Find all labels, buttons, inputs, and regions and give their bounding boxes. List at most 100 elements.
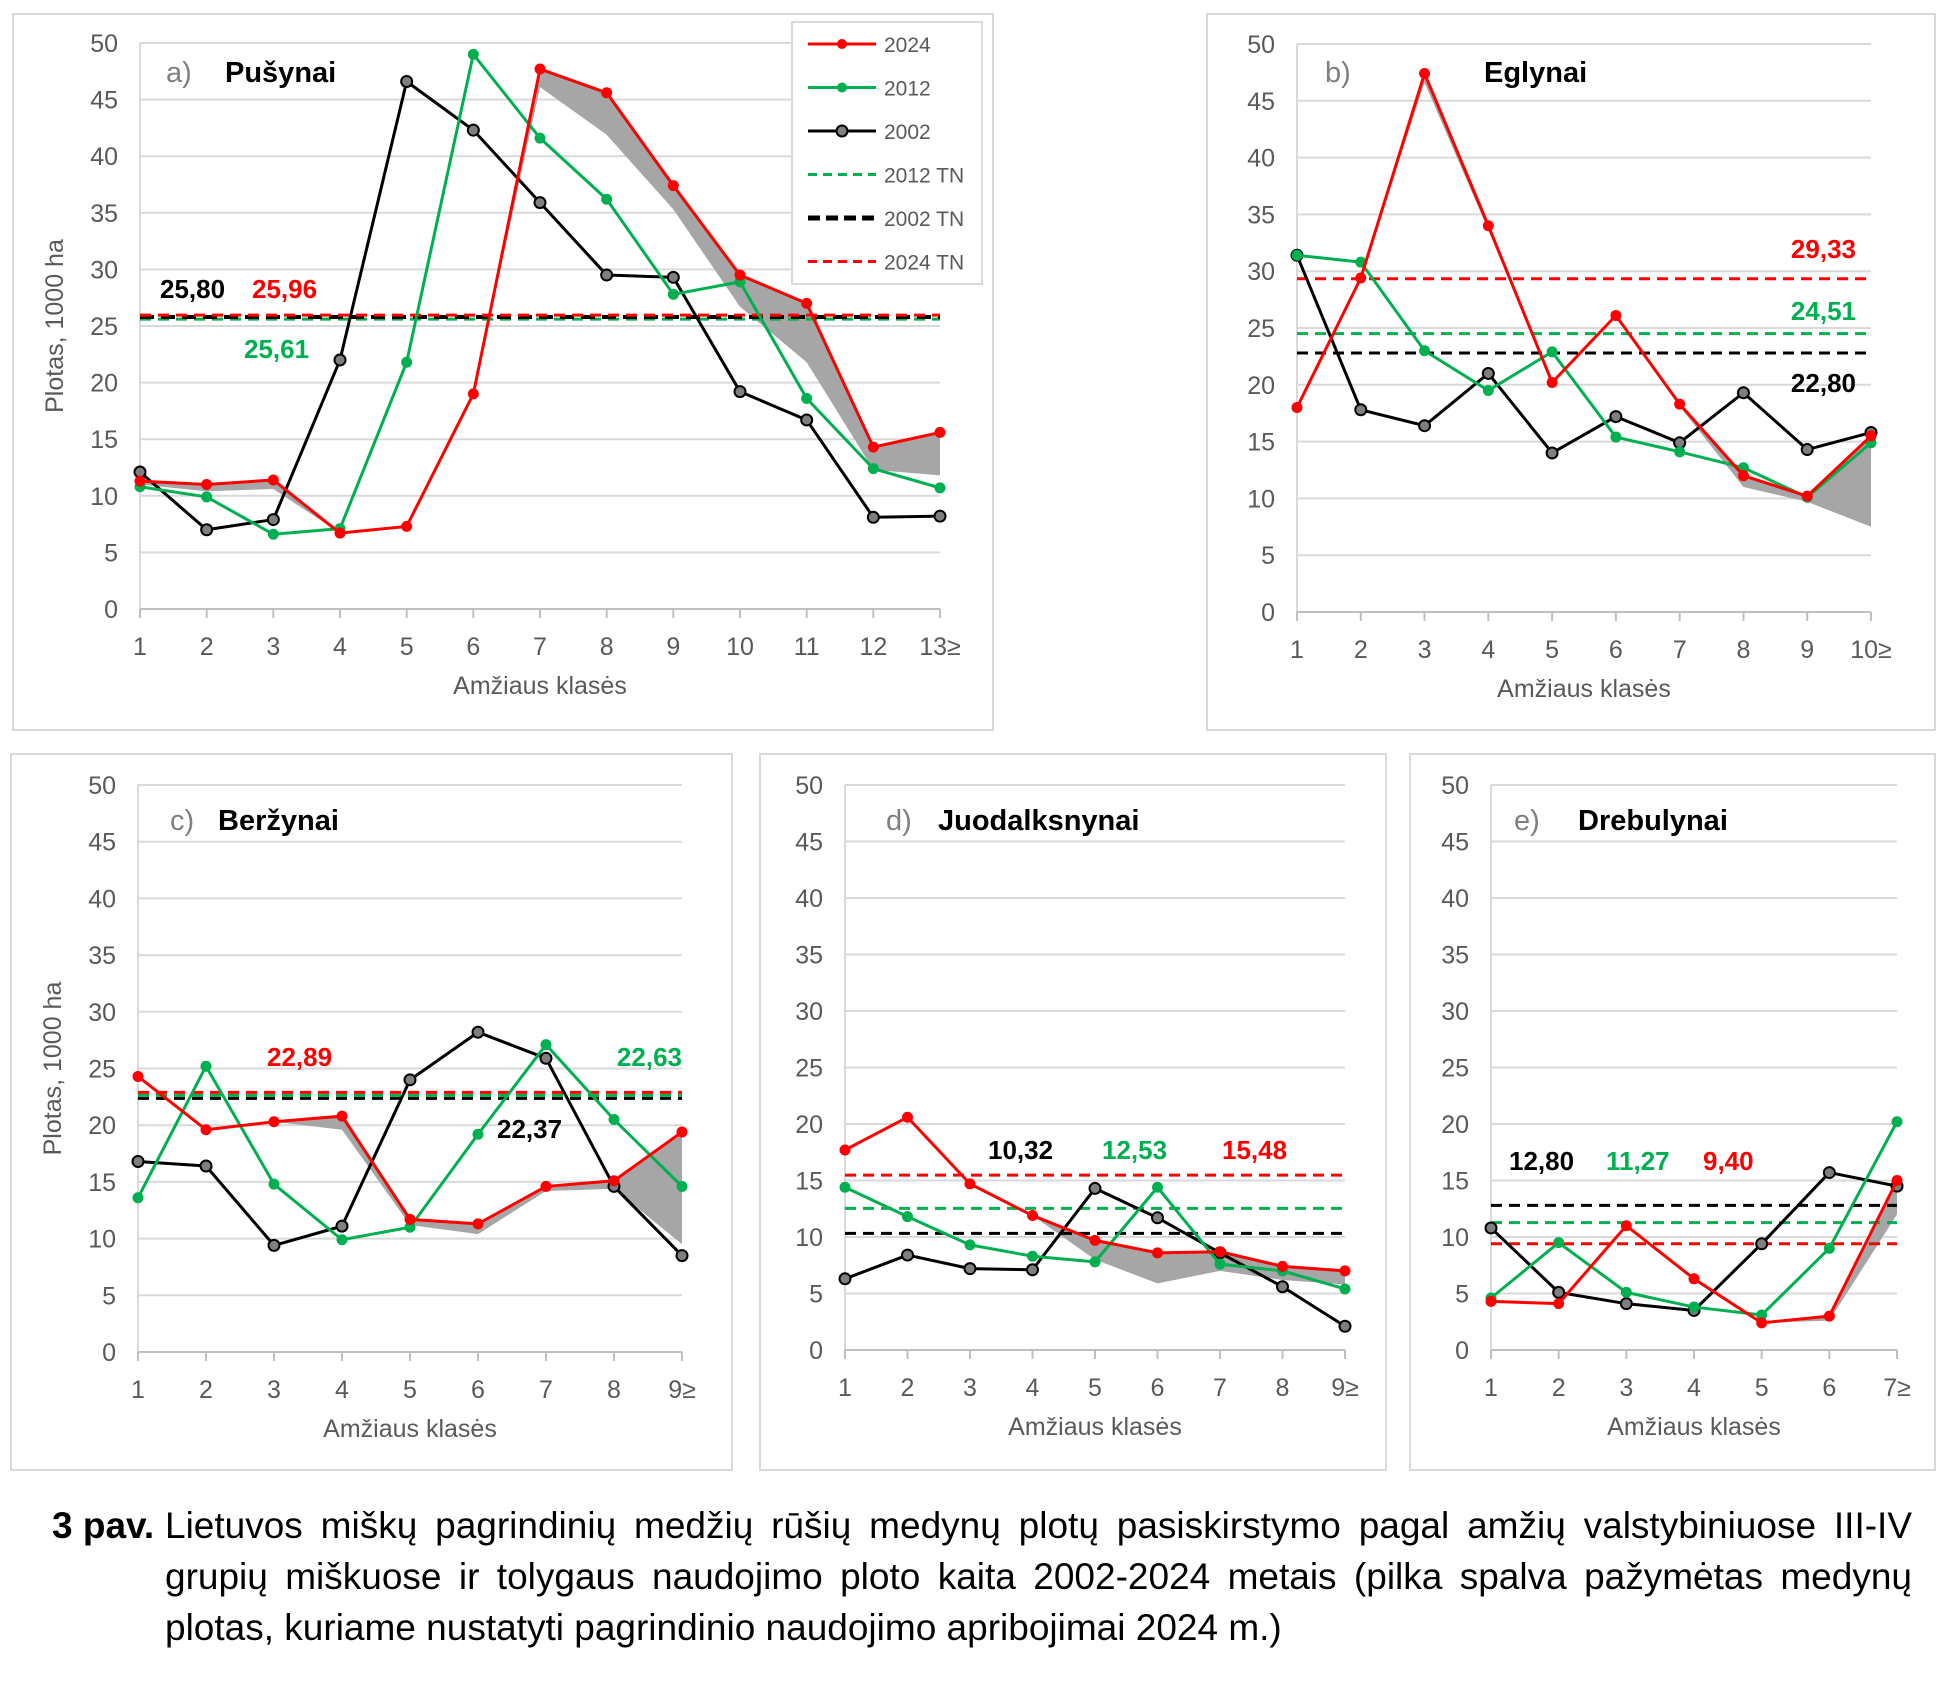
data-point-2024 (1419, 68, 1431, 80)
data-point-2002 (1418, 419, 1432, 433)
legend-box (791, 21, 983, 285)
y-tick-label: 45 (90, 87, 118, 115)
y-tick-label: 50 (795, 772, 823, 800)
x-tick-label: 1 (1290, 636, 1304, 664)
data-point-2012 (902, 1211, 913, 1223)
y-tick-label: 15 (88, 1169, 116, 1197)
tn-value-label: 25,61 (244, 334, 309, 364)
data-point-2002 (1338, 1319, 1352, 1333)
figure-caption: 3 pav. Lietuvos miškų pagrindinių medžių… (52, 1500, 1912, 1653)
x-tick-label: 8 (607, 1376, 621, 1404)
tn-value-label: 22,89 (267, 1042, 332, 1072)
x-tick-label: 4 (1481, 636, 1495, 664)
data-point-2002 (333, 353, 347, 367)
tn-value-label: 22,63 (617, 1042, 682, 1072)
data-point-2002 (1088, 1181, 1102, 1195)
y-tick-label: 30 (90, 256, 118, 284)
data-point-2012 (534, 132, 546, 144)
tn-value-label: 15,48 (1222, 1135, 1287, 1165)
tn-value-label: 22,80 (1791, 368, 1856, 398)
data-point-2002 (1552, 1285, 1566, 1299)
restricted-area (140, 69, 940, 534)
legend-swatch-marker (835, 124, 849, 138)
x-tick-label: 3 (266, 633, 280, 661)
data-point-2012 (1891, 1116, 1903, 1128)
y-axis-title: Plotas, 1000 ha (39, 982, 67, 1156)
data-point-2024 (1610, 310, 1622, 322)
legend-swatch-marker (837, 82, 847, 93)
x-tick-label: 6 (1151, 1374, 1165, 1402)
panel-letter: b) (1325, 57, 1351, 89)
data-point-2012 (1089, 1256, 1101, 1268)
data-point-2024 (201, 478, 213, 490)
y-tick-label: 20 (88, 1112, 116, 1140)
data-point-2002 (733, 385, 747, 399)
data-point-2024 (608, 1175, 620, 1187)
panel-letter: c) (170, 805, 194, 837)
y-tick-label: 35 (795, 942, 823, 970)
panel-title: Pušynai (225, 57, 336, 89)
x-tick-label: 3 (1619, 1374, 1633, 1402)
y-tick-label: 20 (1247, 372, 1275, 400)
data-point-2024 (336, 1110, 348, 1122)
y-tick-label: 25 (1441, 1055, 1469, 1083)
data-point-2012 (1688, 1301, 1700, 1313)
x-axis-title: Amžiaus klasės (453, 672, 627, 700)
y-tick-label: 5 (809, 1281, 823, 1309)
data-point-2002 (1481, 366, 1495, 380)
y-tick-label: 10 (795, 1224, 823, 1252)
y-tick-label: 40 (1441, 885, 1469, 913)
tn-value-label: 12,53 (1102, 1135, 1167, 1165)
data-point-2002 (533, 196, 547, 210)
x-tick-label: 7 (533, 633, 547, 661)
data-point-2012 (1291, 249, 1303, 261)
x-tick-label: 2 (1354, 636, 1368, 664)
x-tick-label: 13≥ (919, 633, 961, 661)
y-tick-label: 40 (1247, 145, 1275, 173)
data-point-2012 (667, 288, 679, 300)
data-point-2024 (1214, 1246, 1226, 1258)
y-tick-label: 40 (88, 885, 116, 913)
data-point-2012 (676, 1180, 688, 1192)
y-tick-label: 5 (102, 1282, 116, 1310)
data-point-2024 (676, 1126, 688, 1138)
data-point-2002 (266, 513, 280, 527)
y-tick-label: 5 (1455, 1281, 1469, 1309)
x-tick-label: 5 (1088, 1374, 1102, 1402)
data-point-2002 (1609, 410, 1623, 424)
data-point-2002 (838, 1272, 852, 1286)
data-point-2002 (1800, 443, 1814, 457)
x-axis-title: Amžiaus klasės (323, 1415, 497, 1443)
data-point-2002 (1354, 403, 1368, 417)
y-tick-label: 35 (1247, 201, 1275, 229)
x-tick-label: 9≥ (1331, 1374, 1359, 1402)
data-point-2024 (964, 1178, 976, 1190)
data-point-2024 (1891, 1175, 1903, 1186)
x-tick-label: 11 (794, 633, 820, 661)
data-point-2024 (1291, 402, 1303, 414)
data-point-2012 (608, 1114, 620, 1126)
data-point-2024 (1688, 1273, 1700, 1285)
data-point-2012 (268, 1178, 280, 1190)
x-tick-label: 9 (1800, 636, 1814, 664)
data-point-2024 (540, 1180, 552, 1192)
data-point-2002 (1822, 1166, 1836, 1180)
y-tick-label: 20 (90, 370, 118, 398)
data-point-2002 (800, 413, 814, 427)
data-point-2012 (1674, 446, 1686, 458)
y-tick-label: 5 (104, 539, 118, 567)
x-tick-label: 2 (200, 633, 214, 661)
data-point-2012 (132, 1192, 144, 1204)
data-point-2024 (667, 180, 679, 192)
data-point-2002 (466, 123, 480, 137)
panel-frame (10, 753, 733, 1471)
x-tick-label: 10 (726, 633, 754, 661)
data-point-2024 (1339, 1265, 1351, 1277)
tn-value-label: 22,37 (497, 1114, 562, 1144)
x-tick-label: 3 (267, 1376, 281, 1404)
data-point-2002 (1619, 1297, 1633, 1311)
data-point-2002 (403, 1073, 417, 1087)
x-tick-label: 8 (1276, 1374, 1290, 1402)
